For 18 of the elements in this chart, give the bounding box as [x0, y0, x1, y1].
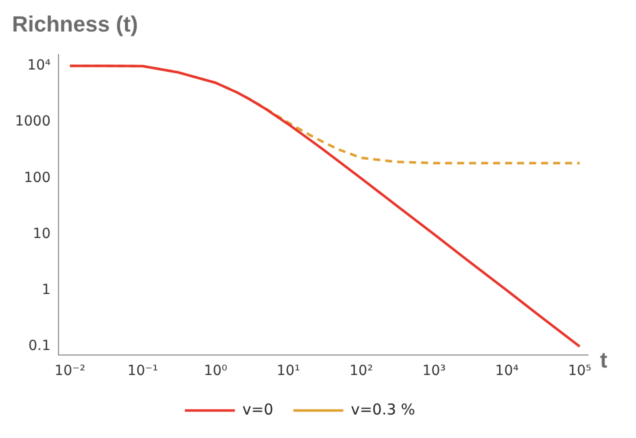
x-axis-title: t [600, 347, 608, 372]
x-tick-label: 10⁻² [54, 363, 86, 380]
y-tick-label: 1000 [14, 114, 51, 130]
x-tick-label: 10¹ [276, 363, 300, 380]
chart-title: Richness (t) [12, 11, 138, 36]
x-tick-label: 10² [350, 363, 373, 380]
y-tick-label: 0.1 [28, 338, 51, 354]
x-tick-label: 10⁰ [204, 363, 228, 380]
x-tick-label: 10³ [422, 363, 446, 380]
x-tick-label: 10⁴ [495, 363, 519, 380]
x-tick-label: 10⁵ [568, 363, 592, 380]
legend-label: v=0.3 % [350, 400, 416, 418]
legend-label: v=0 [242, 400, 274, 418]
y-tick-label: 100 [24, 170, 51, 186]
x-tick-label: 10⁻¹ [127, 363, 158, 380]
y-tick-label: 10⁴ [27, 58, 52, 74]
y-tick-label: 10 [32, 226, 51, 242]
y-tick-label: 1 [42, 282, 51, 298]
